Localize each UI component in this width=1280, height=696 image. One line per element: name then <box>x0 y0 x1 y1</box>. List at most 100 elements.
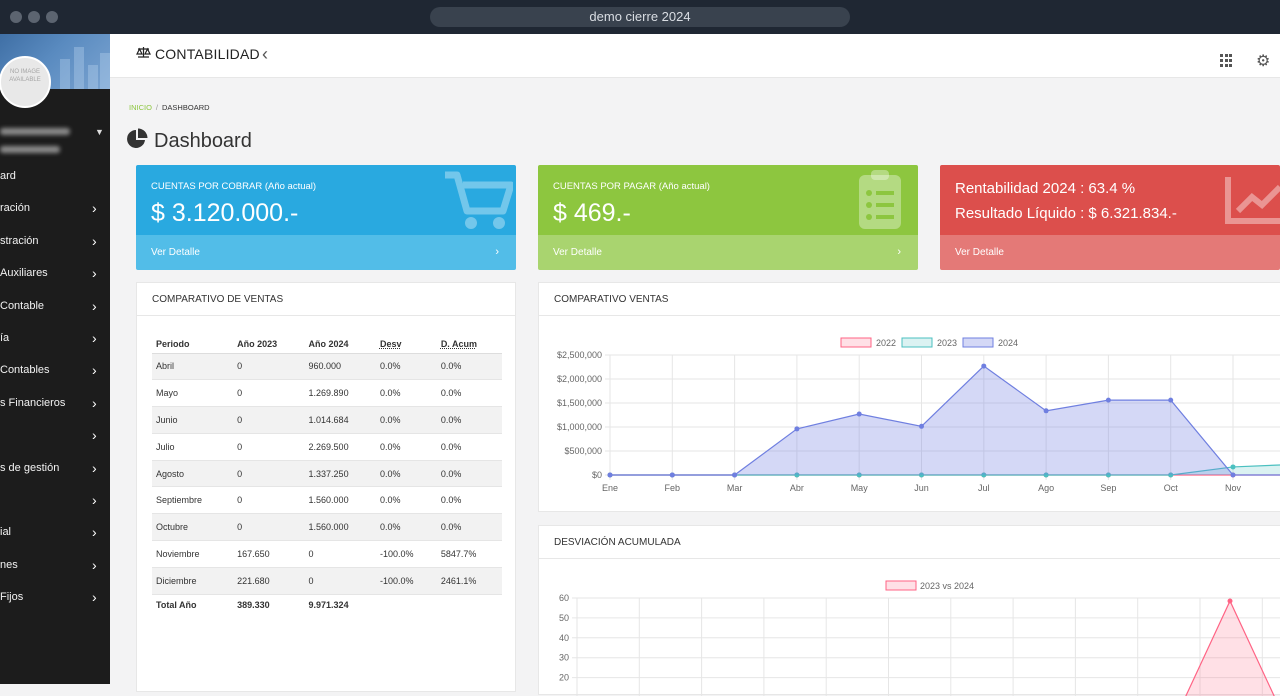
table-cell: Total Año <box>156 600 197 611</box>
x-tick-label: Jun <box>914 483 929 493</box>
sidebar-item[interactable]: s de gestión › <box>0 458 110 478</box>
y-tick-label: $2,000,000 <box>557 374 602 384</box>
chevron-down-icon[interactable]: ▼ <box>95 127 104 137</box>
apps-grid-icon[interactable] <box>1220 54 1233 67</box>
y-tick-label: $2,500,000 <box>557 350 602 360</box>
data-point <box>856 472 862 478</box>
sidebar-item-label: ración <box>0 202 30 215</box>
sidebar-item[interactable]: ard <box>0 166 110 186</box>
clipboard-list-icon <box>856 169 904 236</box>
table-cell: 0.0% <box>375 513 437 542</box>
balance-scale-icon <box>136 46 151 62</box>
table-total-row: Total Año 389.330 9.971.324 <box>152 594 502 616</box>
table-cell: 1.014.684 <box>304 406 376 434</box>
sidebar-item[interactable]: › <box>0 425 110 445</box>
data-point <box>919 472 924 478</box>
legend-label: 2022 <box>876 338 896 348</box>
sidebar-item[interactable]: Contables › <box>0 360 110 380</box>
app-title-label: CONTABILIDAD <box>155 46 260 62</box>
chevron-right-icon: › <box>495 246 499 258</box>
user-name-blurred <box>0 128 70 135</box>
column-header: Año 2024 <box>304 335 376 354</box>
sidebar: NO IMAGE AVAILABLE ▼ ard ración › stración ›… <box>0 34 110 684</box>
data-point <box>919 423 924 429</box>
table-row: Octubre 0 1.560.000 0.0% 0.0% <box>152 513 502 542</box>
cuentas-pagar-detail-link[interactable]: Ver Detalle › <box>538 235 918 270</box>
rentabilidad-detail-link[interactable]: Ver Detalle <box>940 235 1280 270</box>
cuentas-cobrar-detail-link[interactable]: Ver Detalle › <box>136 235 516 270</box>
chevron-right-icon: › <box>92 362 97 379</box>
y-tick-label: $1,000,000 <box>557 422 602 432</box>
zoom-window-button[interactable] <box>46 11 58 23</box>
sidebar-item[interactable]: s Financieros › <box>0 393 110 413</box>
sidebar-item[interactable]: nes › <box>0 555 110 575</box>
sidebar-item[interactable]: stración › <box>0 231 110 251</box>
table-row: Agosto 0 1.337.250 0.0% 0.0% <box>152 460 502 488</box>
data-point <box>1227 598 1233 604</box>
sidebar-item[interactable]: Contable › <box>0 296 110 316</box>
y-tick-label: $1,500,000 <box>557 398 602 408</box>
sidebar-item[interactable]: Fijos › <box>0 587 110 607</box>
cuentas-pagar-label: CUENTAS POR PAGAR (Año actual) <box>553 181 710 192</box>
panel-title: COMPARATIVO VENTAS <box>539 283 1280 316</box>
table-cell: -100.0% <box>375 567 437 595</box>
x-tick-label: Abr <box>790 483 804 493</box>
x-tick-label: Oct <box>1164 483 1179 493</box>
series-area <box>610 464 1280 475</box>
minimize-window-button[interactable] <box>28 11 40 23</box>
panel-title: DESVIACIÓN ACUMULADA <box>539 526 1280 559</box>
sidebar-item[interactable]: › <box>0 490 110 510</box>
rentabilidad-label: Rentabilidad 2024 : 63.4 % <box>955 180 1136 197</box>
avatar-placeholder-text: NO IMAGE AVAILABLE <box>9 69 41 83</box>
breadcrumb-home-link[interactable]: INICIO <box>129 103 152 112</box>
chevron-right-icon: › <box>92 556 97 573</box>
data-point <box>1105 472 1111 478</box>
sidebar-item[interactable]: Auxiliares › <box>0 263 110 283</box>
chevron-right-icon: › <box>92 589 97 606</box>
table-cell: 0.0% <box>375 406 437 434</box>
sidebar-item-label: ía <box>0 332 10 344</box>
table-row: Julio 0 2.269.500 0.0% 0.0% <box>152 433 502 461</box>
chevron-right-icon: › <box>92 459 97 476</box>
table-cell: -100.0% <box>375 540 437 568</box>
table-cell: Julio <box>152 433 234 461</box>
legend-label: 2023 <box>937 338 957 348</box>
table-cell: 167.650 <box>233 540 305 568</box>
collapse-sidebar-chevron-icon[interactable]: ‹ <box>262 44 268 64</box>
shopping-cart-icon <box>443 169 515 236</box>
table-cell: 0.0% <box>436 353 502 381</box>
rentabilidad-card: Rentabilidad 2024 : 63.4 % Resultado Líq… <box>940 165 1280 270</box>
chevron-right-icon: › <box>92 297 97 314</box>
chevron-right-icon: › <box>92 427 97 444</box>
legend-swatch <box>885 580 917 591</box>
ver-detalle-label: Ver Detalle <box>553 247 602 258</box>
breadcrumb-separator: / <box>155 103 159 112</box>
data-point <box>981 472 987 478</box>
sidebar-item[interactable]: ía › <box>0 328 110 348</box>
sidebar-item[interactable]: ración › <box>0 198 110 218</box>
table-cell <box>437 594 502 616</box>
sidebar-item-label: stración <box>0 234 39 247</box>
y-tick-label: 20 <box>559 673 569 683</box>
page-title-label: Dashboard <box>154 130 252 152</box>
legend-swatch <box>901 337 933 348</box>
line-chart-icon <box>1224 175 1280 230</box>
window-title[interactable]: demo cierre 2024 <box>430 7 850 27</box>
cuentas-cobrar-card: CUENTAS POR COBRAR (Año actual) $ 3.120.… <box>136 165 516 270</box>
x-tick-label: Feb <box>665 483 681 493</box>
sidebar-item[interactable]: ial › <box>0 522 110 542</box>
avatar[interactable]: NO IMAGE AVAILABLE <box>0 56 51 108</box>
sales-table: Periodo Año 2023 Año 2024 Desv D. Acum Abril… <box>152 335 502 616</box>
table-cell: Mayo <box>152 379 234 408</box>
data-point <box>1043 408 1049 414</box>
x-tick-label: Nov <box>1225 483 1242 493</box>
resultado-liquido-label: Resultado Líquido : $ 6.321.834.- <box>955 205 1177 222</box>
close-window-button[interactable] <box>10 11 22 23</box>
data-point <box>1230 472 1236 478</box>
table-cell: 0.0% <box>436 460 502 488</box>
data-point <box>981 363 987 369</box>
table-row: Abril 0 960.000 0.0% 0.0% <box>152 353 502 381</box>
data-point <box>1168 397 1174 403</box>
gear-icon[interactable]: ⚙ <box>1256 53 1271 70</box>
table-cell: 1.269.890 <box>304 379 376 408</box>
